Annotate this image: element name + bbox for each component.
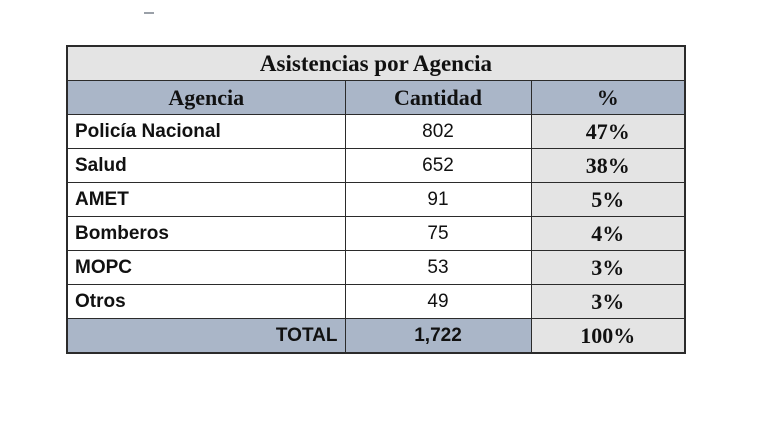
agency-name: Policía Nacional	[66, 114, 346, 149]
agency-percent: 3%	[530, 284, 686, 319]
table-row: Salud 652 38%	[66, 148, 686, 183]
column-header-agency: Agencia	[66, 80, 346, 115]
agency-quantity: 91	[344, 182, 532, 217]
total-percent: 100%	[530, 318, 686, 354]
table-row: Policía Nacional 802 47%	[66, 114, 686, 149]
agency-quantity: 802	[344, 114, 532, 149]
total-label: TOTAL	[66, 318, 346, 354]
agency-percent: 5%	[530, 182, 686, 217]
agency-percent: 47%	[530, 114, 686, 149]
agency-percent: 3%	[530, 250, 686, 285]
agency-percent: 38%	[530, 148, 686, 183]
table-row: AMET 91 5%	[66, 182, 686, 217]
total-row: TOTAL 1,722 100%	[66, 318, 686, 354]
column-header-quantity: Cantidad	[344, 80, 532, 115]
agency-quantity: 652	[344, 148, 532, 183]
agency-quantity: 53	[344, 250, 532, 285]
table-title-row: Asistencias por Agencia	[66, 45, 686, 81]
agency-name: Salud	[66, 148, 346, 183]
agency-name: Bomberos	[66, 216, 346, 251]
column-header-percent: %	[530, 80, 686, 115]
table-header-row: Agencia Cantidad %	[66, 80, 686, 115]
agency-percent: 4%	[530, 216, 686, 251]
agency-quantity: 49	[344, 284, 532, 319]
table-row: Otros 49 3%	[66, 284, 686, 319]
total-quantity: 1,722	[344, 318, 532, 354]
agency-quantity: 75	[344, 216, 532, 251]
table-row: MOPC 53 3%	[66, 250, 686, 285]
agency-table: Asistencias por Agencia Agencia Cantidad…	[66, 45, 686, 354]
table-title: Asistencias por Agencia	[66, 45, 686, 81]
agency-name: Otros	[66, 284, 346, 319]
stray-mark	[144, 12, 154, 14]
table-row: Bomberos 75 4%	[66, 216, 686, 251]
agency-name: MOPC	[66, 250, 346, 285]
agency-name: AMET	[66, 182, 346, 217]
